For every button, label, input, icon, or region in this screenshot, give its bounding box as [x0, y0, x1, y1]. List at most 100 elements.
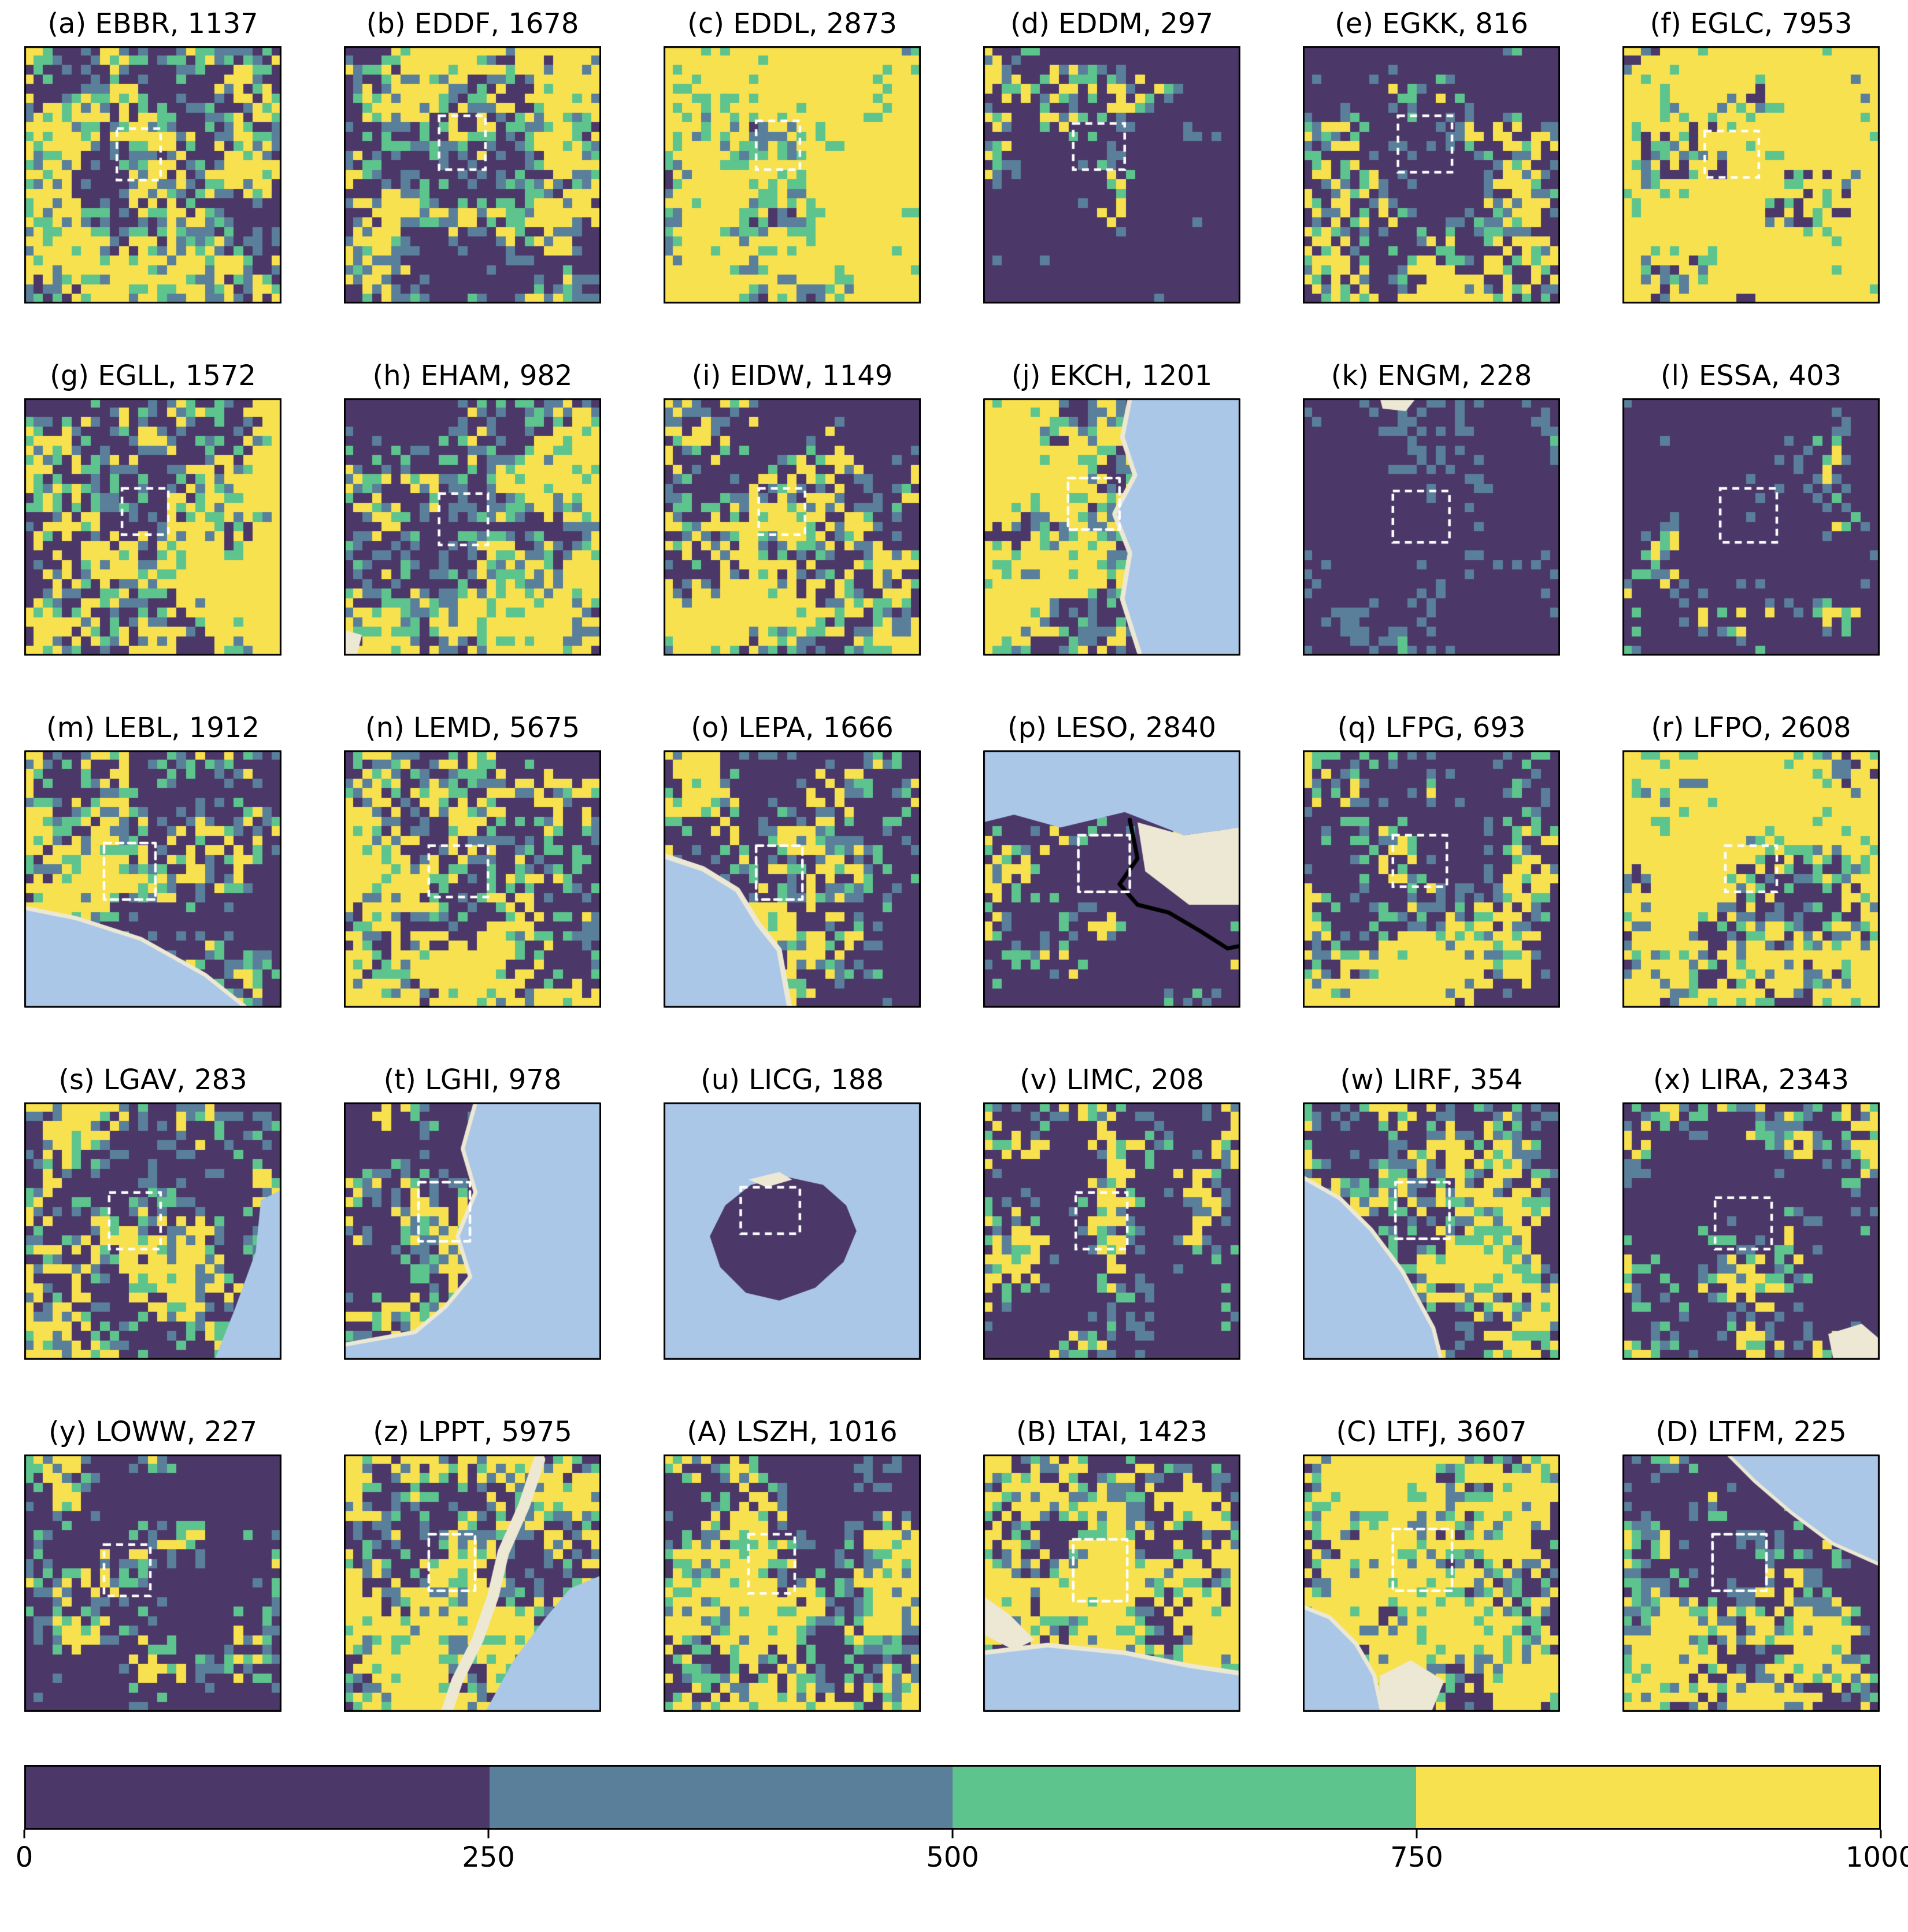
- colorbar-tick-label: 1000: [1845, 1841, 1908, 1874]
- heatmap-canvas: [344, 398, 601, 656]
- map-panel: (g) EGLL, 1572: [24, 359, 281, 656]
- map-panel: (n) LEMD, 5675: [344, 711, 601, 1008]
- map-panel: (q) LFPG, 693: [1303, 711, 1560, 1008]
- panel-title: (t) LGHI, 978: [383, 1064, 562, 1096]
- panel-title: (a) EBBR, 1137: [47, 8, 258, 40]
- map-panel: (y) LOWW, 227: [24, 1415, 281, 1712]
- heatmap-canvas: [1622, 750, 1880, 1008]
- map-panel: (z) LPPT, 5975: [344, 1415, 601, 1712]
- map-panel: (w) LIRF, 354: [1303, 1063, 1560, 1360]
- heatmap-canvas: [24, 398, 281, 656]
- colorbar-tick-label: 250: [462, 1841, 515, 1874]
- colorbar-tick-mark: [23, 1830, 25, 1838]
- colorbar-gradient: [24, 1765, 1881, 1830]
- colorbar-segment: [489, 1767, 953, 1828]
- panel-title: (q) LFPG, 693: [1337, 712, 1526, 744]
- panel-title: (j) EKCH, 1201: [1011, 360, 1213, 392]
- map-panel: (b) EDDF, 1678: [344, 7, 601, 304]
- heatmap-canvas: [344, 46, 601, 304]
- map-panel: (D) LTFM, 225: [1622, 1415, 1880, 1712]
- panel-title: (l) ESSA, 403: [1660, 360, 1842, 392]
- heatmap-canvas: [1303, 46, 1560, 304]
- heatmap-canvas: [1622, 1102, 1880, 1360]
- colorbar-tick-mark: [1880, 1830, 1882, 1838]
- colorbar-ticks: 0 250 500 750 1000: [16, 1830, 1908, 1879]
- map-panel: (a) EBBR, 1137: [24, 7, 281, 304]
- map-panel: (l) ESSA, 403: [1622, 359, 1880, 656]
- colorbar-tick-mark: [951, 1830, 954, 1838]
- colorbar-tick-label: 750: [1390, 1841, 1443, 1874]
- map-panel: (u) LICG, 188: [664, 1063, 921, 1360]
- colorbar-tick-label: 0: [15, 1841, 34, 1874]
- panel-title: (s) LGAV, 283: [58, 1064, 247, 1096]
- map-panel: (x) LIRA, 2343: [1622, 1063, 1880, 1360]
- heatmap-canvas: [344, 750, 601, 1008]
- colorbar-segment: [1416, 1767, 1879, 1828]
- heatmap-canvas: [1622, 46, 1880, 304]
- heatmap-canvas: [24, 46, 281, 304]
- panel-title: (w) LIRF, 354: [1340, 1064, 1523, 1096]
- panel-title: (k) ENGM, 228: [1331, 360, 1532, 392]
- map-panel: (s) LGAV, 283: [24, 1063, 281, 1360]
- map-panel: (c) EDDL, 2873: [664, 7, 921, 304]
- map-panel: (t) LGHI, 978: [344, 1063, 601, 1360]
- colorbar-segment: [26, 1767, 490, 1828]
- heatmap-canvas: [344, 1454, 601, 1712]
- panel-title: (n) LEMD, 5675: [365, 712, 580, 744]
- heatmap-canvas: [344, 1102, 601, 1360]
- panel-title: (B) LTAI, 1423: [1016, 1416, 1208, 1448]
- heatmap-canvas: [1303, 1454, 1560, 1712]
- panel-title: (C) LTFJ, 3607: [1336, 1416, 1527, 1448]
- map-panel: (B) LTAI, 1423: [983, 1415, 1240, 1712]
- map-panel: (h) EHAM, 982: [344, 359, 601, 656]
- heatmap-canvas: [664, 1454, 921, 1712]
- panel-title: (o) LEPA, 1666: [691, 712, 894, 744]
- panel-title: (x) LIRA, 2343: [1653, 1064, 1849, 1096]
- figure: (a) EBBR, 1137 (b) EDDF, 1678 (c) EDDL, …: [16, 7, 1908, 1879]
- heatmap-canvas: [1622, 1454, 1880, 1712]
- colorbar-tick-label: 500: [926, 1841, 979, 1874]
- heatmap-canvas: [24, 1454, 281, 1712]
- colorbar: 0 250 500 750 1000: [16, 1765, 1908, 1879]
- heatmap-canvas: [983, 398, 1240, 656]
- heatmap-canvas: [1622, 398, 1880, 656]
- panel-title: (d) EDDM, 297: [1010, 8, 1213, 40]
- panel-title: (b) EDDF, 1678: [366, 8, 579, 40]
- colorbar-segment: [953, 1767, 1416, 1828]
- map-panel: (k) ENGM, 228: [1303, 359, 1560, 656]
- map-panel: (f) EGLC, 7953: [1622, 7, 1880, 304]
- heatmap-canvas: [1303, 1102, 1560, 1360]
- colorbar-tick-mark: [1416, 1830, 1418, 1838]
- heatmap-canvas: [983, 1454, 1240, 1712]
- map-panel: (e) EGKK, 816: [1303, 7, 1560, 304]
- heatmap-canvas: [664, 1102, 921, 1360]
- colorbar-tick-mark: [487, 1830, 490, 1838]
- panel-title: (p) LESO, 2840: [1007, 712, 1217, 744]
- panel-title: (g) EGLL, 1572: [50, 360, 256, 392]
- heatmap-canvas: [24, 750, 281, 1008]
- map-panel: (m) LEBL, 1912: [24, 711, 281, 1008]
- panel-title: (h) EHAM, 982: [372, 360, 573, 392]
- panel-grid: (a) EBBR, 1137 (b) EDDF, 1678 (c) EDDL, …: [24, 7, 1908, 1712]
- panel-title: (r) LFPO, 2608: [1651, 712, 1851, 744]
- panel-title: (v) LIMC, 208: [1019, 1064, 1205, 1096]
- panel-title: (e) EGKK, 816: [1335, 8, 1528, 40]
- panel-title: (A) LSZH, 1016: [687, 1416, 898, 1448]
- heatmap-canvas: [24, 1102, 281, 1360]
- map-panel: (d) EDDM, 297: [983, 7, 1240, 304]
- panel-title: (m) LEBL, 1912: [46, 712, 260, 744]
- heatmap-canvas: [983, 1102, 1240, 1360]
- map-panel: (o) LEPA, 1666: [664, 711, 921, 1008]
- panel-title: (u) LICG, 188: [701, 1064, 884, 1096]
- map-panel: (p) LESO, 2840: [983, 711, 1240, 1008]
- panel-title: (f) EGLC, 7953: [1650, 8, 1853, 40]
- heatmap-canvas: [664, 46, 921, 304]
- map-panel: (C) LTFJ, 3607: [1303, 1415, 1560, 1712]
- heatmap-canvas: [1303, 398, 1560, 656]
- map-panel: (j) EKCH, 1201: [983, 359, 1240, 656]
- panel-title: (y) LOWW, 227: [49, 1416, 257, 1448]
- panel-title: (D) LTFM, 225: [1655, 1416, 1847, 1448]
- heatmap-canvas: [664, 398, 921, 656]
- map-panel: (r) LFPO, 2608: [1622, 711, 1880, 1008]
- panel-title: (z) LPPT, 5975: [373, 1416, 572, 1448]
